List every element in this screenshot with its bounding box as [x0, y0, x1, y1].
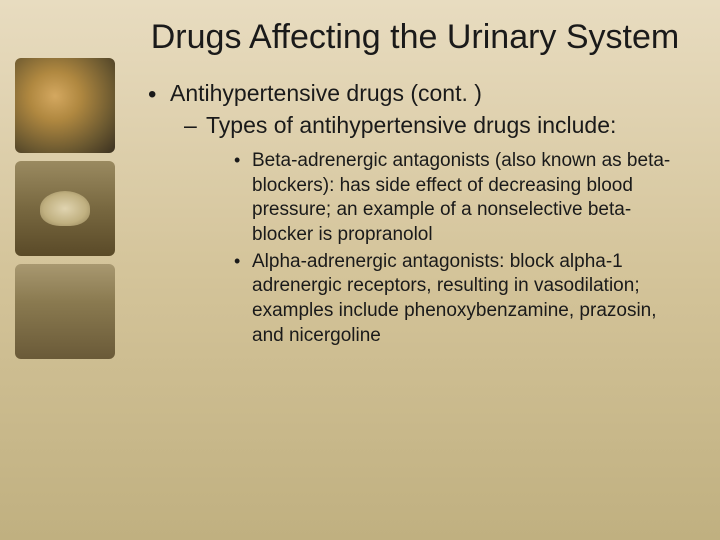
- slide-container: Drugs Affecting the Urinary System Antih…: [0, 0, 720, 540]
- bullet-list-level1: Antihypertensive drugs (cont. ) Types of…: [140, 79, 690, 348]
- decorative-image-mortar: [15, 161, 115, 256]
- slide-content: Drugs Affecting the Urinary System Antih…: [130, 0, 720, 540]
- bullet-list-level3: Beta-adrenergic antagonists (also known …: [206, 149, 690, 349]
- decorative-image-dog: [15, 58, 115, 153]
- bullet-l3a: Beta-adrenergic antagonists (also known …: [234, 149, 690, 248]
- bullet-l1-text: Antihypertensive drugs (cont. ): [170, 80, 482, 106]
- bullet-l1: Antihypertensive drugs (cont. ) Types of…: [148, 79, 690, 348]
- bullet-l3b: Alpha-adrenergic antagonists: block alph…: [234, 250, 690, 349]
- sidebar-images: [0, 0, 130, 540]
- bullet-list-level2: Types of antihypertensive drugs include:…: [170, 111, 690, 348]
- bullet-l2: Types of antihypertensive drugs include:…: [184, 111, 690, 348]
- decorative-image-cows: [15, 264, 115, 359]
- bullet-l2-text: Types of antihypertensive drugs include:: [206, 112, 616, 138]
- slide-title: Drugs Affecting the Urinary System: [140, 18, 690, 57]
